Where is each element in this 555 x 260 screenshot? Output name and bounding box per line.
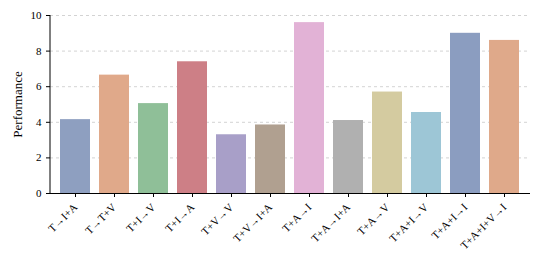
svg-text:2: 2 xyxy=(36,151,42,163)
svg-text:T+I→V: T+I→V xyxy=(124,201,158,235)
svg-text:T+A+I+V→I: T+A+I+V→I xyxy=(458,201,509,252)
svg-text:T+V→V: T+V→V xyxy=(199,201,236,238)
svg-text:8: 8 xyxy=(36,45,42,57)
svg-text:T+I→A: T+I→A xyxy=(163,201,197,235)
svg-text:0: 0 xyxy=(36,187,42,199)
svg-text:T+A→I+A: T+A→I+A xyxy=(309,201,353,245)
svg-text:T+A+I→V: T+A+I→V xyxy=(387,201,431,245)
svg-text:T→T+V: T→T+V xyxy=(83,201,119,237)
svg-text:10: 10 xyxy=(31,9,43,21)
svg-text:Performance: Performance xyxy=(10,71,25,138)
svg-text:T+A→I: T+A→I xyxy=(280,201,314,235)
svg-text:T+A→V: T+A→V xyxy=(355,201,392,238)
svg-text:T+V→I+A: T+V→I+A xyxy=(231,201,275,245)
svg-text:T+A+I→I: T+A+I→I xyxy=(429,201,470,242)
svg-text:4: 4 xyxy=(36,116,42,128)
svg-text:T→I+A: T→I+A xyxy=(46,201,80,235)
svg-text:6: 6 xyxy=(36,80,42,92)
